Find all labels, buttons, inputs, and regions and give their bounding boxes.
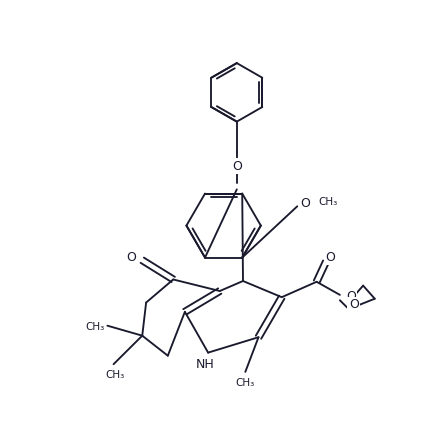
Text: O: O: [346, 290, 356, 303]
Text: O: O: [232, 160, 242, 173]
Text: CH₃: CH₃: [105, 370, 125, 380]
Text: NH: NH: [196, 358, 214, 371]
Text: O: O: [349, 298, 359, 311]
Text: CH₃: CH₃: [318, 197, 337, 207]
Text: CH₃: CH₃: [85, 322, 104, 332]
Text: O: O: [126, 251, 136, 264]
Text: O: O: [300, 197, 310, 210]
Text: O: O: [326, 251, 335, 264]
Text: CH₃: CH₃: [236, 378, 255, 388]
